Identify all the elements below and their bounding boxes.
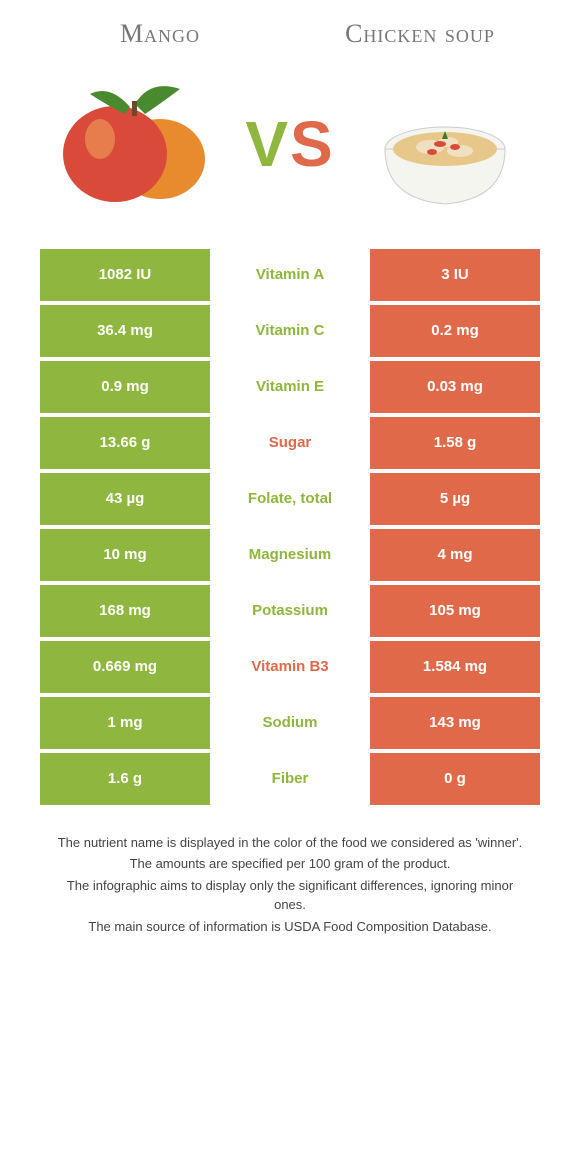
nutrient-table: 1082 IUVitamin A3 IU36.4 mgVitamin C0.2 …: [40, 249, 540, 805]
footer-line-2: The amounts are specified per 100 gram o…: [50, 854, 530, 874]
value-left: 0.9 mg: [40, 361, 210, 413]
nutrient-name: Vitamin E: [210, 361, 370, 413]
footer-line-1: The nutrient name is displayed in the co…: [50, 833, 530, 853]
nutrient-name: Magnesium: [210, 529, 370, 581]
nutrient-name: Vitamin A: [210, 249, 370, 301]
value-left: 36.4 mg: [40, 305, 210, 357]
value-right: 4 mg: [370, 529, 540, 581]
value-right: 1.584 mg: [370, 641, 540, 693]
value-right: 143 mg: [370, 697, 540, 749]
nutrient-name: Vitamin C: [210, 305, 370, 357]
value-right: 0.2 mg: [370, 305, 540, 357]
vs-v: V: [245, 108, 290, 180]
nutrient-name: Folate, total: [210, 473, 370, 525]
footer-line-3: The infographic aims to display only the…: [50, 876, 530, 915]
table-row: 0.669 mgVitamin B31.584 mg: [40, 641, 540, 693]
table-row: 1 mgSodium143 mg: [40, 697, 540, 749]
vs-label: VS: [245, 107, 334, 181]
value-left: 168 mg: [40, 585, 210, 637]
vs-row: VS: [20, 49, 560, 249]
header: Mango Chicken soup: [20, 20, 560, 49]
value-left: 13.66 g: [40, 417, 210, 469]
nutrient-name: Vitamin B3: [210, 641, 370, 693]
table-row: 0.9 mgVitamin E0.03 mg: [40, 361, 540, 413]
table-row: 43 µgFolate, total5 µg: [40, 473, 540, 525]
footer-line-4: The main source of information is USDA F…: [50, 917, 530, 937]
value-right: 3 IU: [370, 249, 540, 301]
value-right: 5 µg: [370, 473, 540, 525]
nutrient-name: Sugar: [210, 417, 370, 469]
nutrient-name: Sodium: [210, 697, 370, 749]
table-row: 36.4 mgVitamin C0.2 mg: [40, 305, 540, 357]
value-left: 1.6 g: [40, 753, 210, 805]
mango-image: [50, 59, 220, 229]
nutrient-name: Fiber: [210, 753, 370, 805]
nutrient-name: Potassium: [210, 585, 370, 637]
value-left: 10 mg: [40, 529, 210, 581]
value-right: 105 mg: [370, 585, 540, 637]
value-left: 1 mg: [40, 697, 210, 749]
food-left-title: Mango: [60, 20, 260, 49]
value-left: 0.669 mg: [40, 641, 210, 693]
food-right-title: Chicken soup: [320, 20, 520, 49]
value-right: 0 g: [370, 753, 540, 805]
table-row: 1.6 gFiber0 g: [40, 753, 540, 805]
footer: The nutrient name is displayed in the co…: [20, 833, 560, 937]
table-row: 13.66 gSugar1.58 g: [40, 417, 540, 469]
table-row: 10 mgMagnesium4 mg: [40, 529, 540, 581]
value-right: 0.03 mg: [370, 361, 540, 413]
table-row: 1082 IUVitamin A3 IU: [40, 249, 540, 301]
soup-image: [360, 59, 530, 229]
value-left: 1082 IU: [40, 249, 210, 301]
value-right: 1.58 g: [370, 417, 540, 469]
vs-s: S: [290, 108, 335, 180]
value-left: 43 µg: [40, 473, 210, 525]
table-row: 168 mgPotassium105 mg: [40, 585, 540, 637]
